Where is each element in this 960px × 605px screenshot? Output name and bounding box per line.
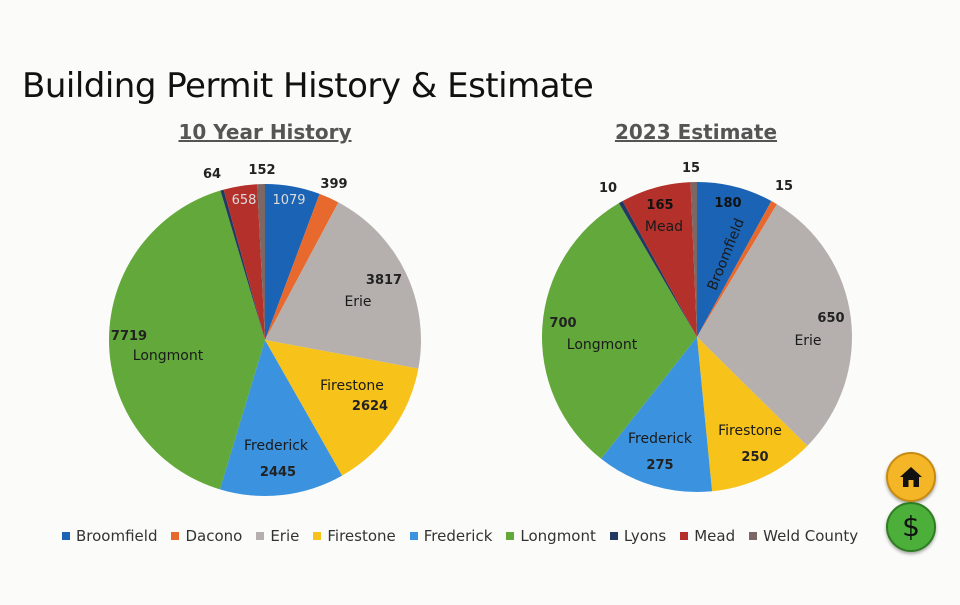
legend-swatch <box>749 532 758 540</box>
pie-slice-lyons <box>220 189 265 340</box>
legend-item-broomfield: Broomfield <box>62 527 157 545</box>
data-label-erie: 3817 <box>366 273 402 288</box>
pie-slice-firestone <box>265 340 419 476</box>
legend-item-dacono: Dacono <box>171 527 242 545</box>
legend-label: Lyons <box>623 527 667 545</box>
home-button[interactable] <box>886 452 936 502</box>
legend-swatch <box>62 532 70 540</box>
legend-label: Erie <box>270 527 300 545</box>
legend-label: Mead <box>694 527 736 545</box>
legend-swatch <box>680 532 689 540</box>
legend-swatch <box>256 532 265 540</box>
legend-label: Dacono <box>185 527 243 545</box>
legend-item-erie: Erie <box>256 527 299 545</box>
pie-slice-longmont <box>109 190 265 490</box>
home-icon <box>900 467 922 487</box>
legend-label: Firestone <box>327 527 396 545</box>
category-label-erie: Erie <box>344 294 371 310</box>
category-label-longmont: Longmont <box>133 348 204 364</box>
data-label-longmont: 7719 <box>111 329 147 344</box>
legend-label: Frederick <box>423 527 493 545</box>
legend-label: Weld County <box>763 527 859 545</box>
legend-swatch <box>409 532 418 540</box>
dollar-icon: $ <box>902 510 920 543</box>
pie-slice-weld-county <box>257 184 265 340</box>
legend-item-longmont: Longmont <box>506 527 596 545</box>
category-label-frederick: Frederick <box>244 438 309 454</box>
dollar-button[interactable]: $ <box>886 502 936 552</box>
legend-label: Broomfield <box>76 527 158 545</box>
legend-item-firestone: Firestone <box>313 527 396 545</box>
chart-title-2023-estimate: 2023 Estimate <box>614 120 778 144</box>
data-label-broomfield: 1079 <box>272 193 305 208</box>
legend-swatch <box>313 532 322 540</box>
legend: Broomfield Dacono Erie Firestone Frederick Lo… <box>62 527 858 545</box>
pie-slice-frederick <box>219 340 343 497</box>
pie-slice-mead <box>223 184 265 340</box>
category-label-firestone: Firestone <box>320 378 384 394</box>
legend-swatch <box>609 532 618 540</box>
data-label-dacono: 399 <box>320 177 347 192</box>
page-title: Building Permit History & Estimate <box>22 66 594 106</box>
data-label-mead: 658 <box>232 193 257 208</box>
data-label-frederick: 2445 <box>260 465 296 480</box>
legend-item-frederick: Frederick <box>409 527 493 545</box>
data-label-lyons: 64 <box>203 167 221 182</box>
legend-item-mead: Mead <box>680 527 735 545</box>
chart-title-10-year-history: 10 Year History <box>178 120 352 144</box>
pie-slice-dacono <box>265 193 339 340</box>
legend-swatch <box>506 532 515 540</box>
legend-label: Longmont <box>520 527 596 545</box>
data-label-firestone: 2624 <box>352 399 388 414</box>
pie-slice-erie <box>265 202 421 369</box>
legend-swatch <box>171 532 180 540</box>
legend-item-lyons: Lyons <box>609 527 667 545</box>
pie-slice-broomfield <box>265 184 320 340</box>
data-label-weld-county: 152 <box>248 163 275 178</box>
legend-item-weld-county: Weld County <box>749 527 858 545</box>
